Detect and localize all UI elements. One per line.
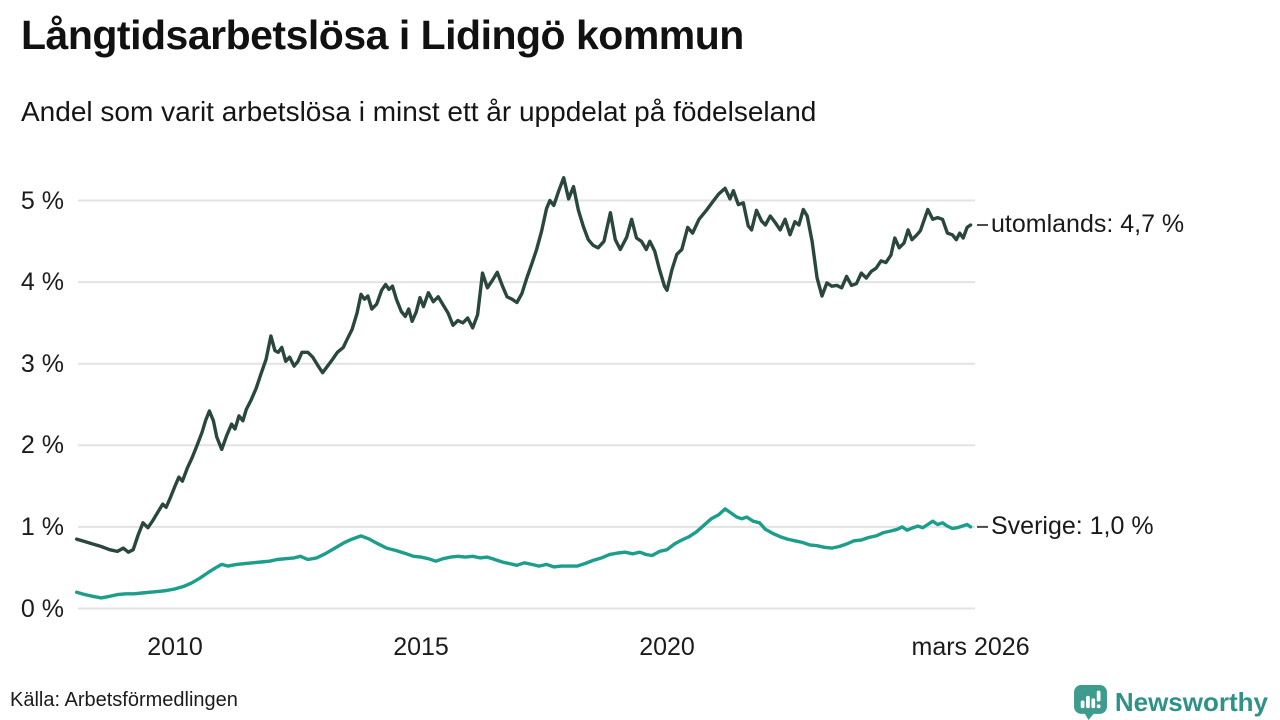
page-subtitle: Andel som varit arbetslösa i minst ett å… [21,96,817,127]
y-tick-label-2: 2 % [20,431,64,460]
source-credit: Källa: Arbetsförmedlingen [10,689,238,711]
series-label-sverige: Sverige: 1,0 % [991,511,1154,540]
y-tick-label-5: 5 % [20,186,64,215]
x-tick-label-0: 2010 [147,633,203,661]
series-line-sverige [74,507,973,600]
x-tick-label-3: mars 2026 [911,633,1030,661]
page-title: Långtidsarbetslösa i Lidingö kommun [21,12,744,58]
y-tick-label-0: 0 % [20,594,64,623]
y-tick-label-3: 3 % [20,349,64,378]
brand-name: Newsworthy [1114,686,1268,717]
series-line-utomlands [74,175,973,554]
brand-logo: Newsworthy [1073,684,1268,720]
series-label-utomlands: utomlands: 4,7 % [991,209,1185,238]
x-tick-label-2: 2020 [639,633,695,661]
x-tick-label-1: 2015 [393,633,449,661]
y-tick-label-4: 4 % [20,268,64,297]
newsworthy-icon [1073,685,1107,720]
y-tick-label-1: 1 % [20,512,64,541]
